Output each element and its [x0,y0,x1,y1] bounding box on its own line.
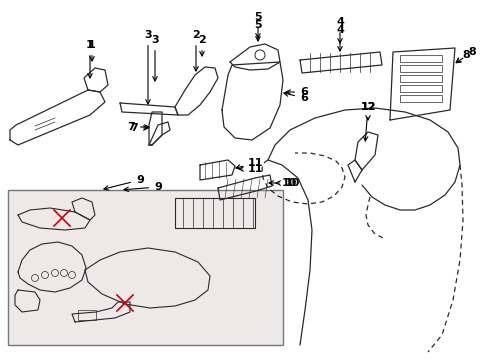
Bar [399,75,441,82]
Text: 10: 10 [275,178,300,188]
Text: 1: 1 [88,40,96,61]
Bar [78,310,96,320]
Bar [399,85,441,92]
Text: 9: 9 [124,182,162,192]
Text: 12: 12 [360,102,375,141]
Text: 5: 5 [254,20,261,38]
Text: 10: 10 [268,178,297,188]
Text: 6: 6 [284,92,307,103]
Text: 5: 5 [254,12,261,41]
Text: 2: 2 [192,30,200,71]
Text: 8: 8 [455,50,469,63]
Bar [8,190,283,345]
Bar [399,65,441,72]
Text: 1: 1 [86,40,94,78]
Text: 3: 3 [144,30,151,104]
Text: 2: 2 [198,35,205,56]
Text: 4: 4 [335,25,343,43]
Text: 3: 3 [151,35,159,81]
Text: 8: 8 [455,47,475,63]
Text: 11: 11 [235,158,263,169]
Text: 4: 4 [335,17,343,51]
Bar [399,55,441,62]
Text: 12: 12 [360,102,375,120]
Bar [399,95,441,102]
Text: 7: 7 [130,123,148,133]
Text: 9: 9 [103,175,143,190]
Text: 7: 7 [127,122,149,132]
Text: 6: 6 [285,87,307,97]
Bar [175,198,254,228]
Text: 11: 11 [239,164,263,174]
